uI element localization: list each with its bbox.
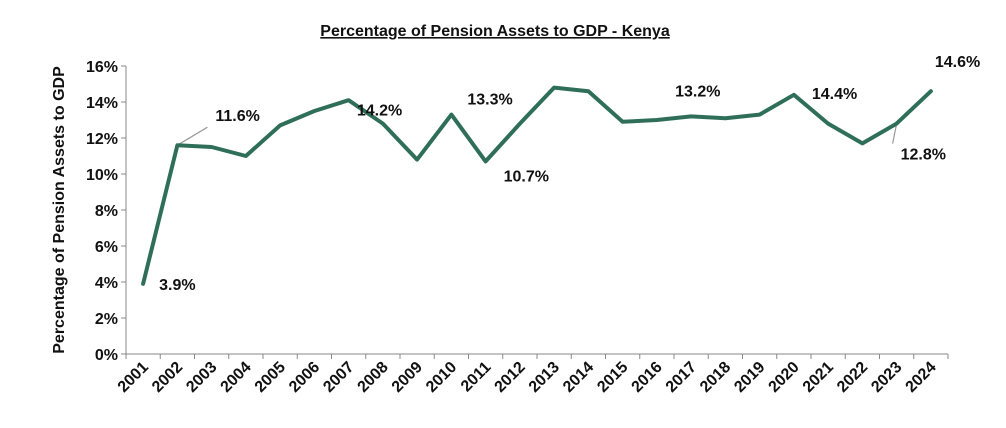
data-label: 10.7% — [504, 168, 549, 185]
x-tick-label: 2017 — [663, 359, 700, 396]
x-tick-label: 2006 — [286, 359, 323, 396]
x-tick-label: 2008 — [355, 359, 392, 396]
x-tick-label: 2013 — [526, 359, 563, 396]
x-tick-label: 2019 — [731, 359, 768, 396]
data-label: 14.2% — [357, 103, 402, 120]
data-label: 11.6% — [215, 108, 259, 125]
x-tick-label: 2003 — [183, 359, 220, 396]
x-tick-label: 2015 — [594, 359, 631, 396]
y-tick-label: 8% — [95, 203, 118, 220]
x-tick-label: 2002 — [149, 359, 186, 396]
x-tick-label: 2016 — [629, 359, 666, 396]
y-tick-label: 14% — [86, 95, 118, 112]
data-label: 3.9% — [159, 277, 195, 294]
data-label-leader — [892, 123, 898, 144]
x-tick-label: 2022 — [834, 359, 871, 396]
y-axis-label: Percentage of Pension Assets to GDP — [51, 66, 68, 354]
x-tick-label: 2018 — [697, 359, 734, 396]
x-tick-label: 2023 — [868, 359, 905, 396]
y-tick-label: 10% — [86, 167, 118, 184]
y-tick-label: 2% — [95, 311, 118, 328]
x-tick-label: 2010 — [423, 359, 460, 396]
x-tick-label: 2007 — [320, 359, 357, 396]
x-tick-label: 2024 — [903, 359, 940, 396]
y-tick-label: 12% — [86, 131, 118, 148]
data-label: 12.8% — [901, 147, 946, 164]
x-tick-label: 2020 — [766, 359, 803, 396]
data-labels: 3.9% 11.6% 14.2% 13.3% 10.7% 13.2% 14.4% 12.8% 1… — [159, 54, 980, 294]
data-label-leader — [177, 126, 208, 146]
x-tick-label: 2012 — [492, 359, 529, 396]
y-tick-label: 16% — [86, 59, 118, 76]
y-tick-label: 0% — [95, 347, 118, 364]
data-label: 14.4% — [812, 86, 857, 103]
y-tick-label: 4% — [95, 275, 118, 292]
x-ticks: 2001200220032004200520062007200820092010… — [115, 354, 949, 396]
x-tick-label: 2001 — [115, 359, 152, 396]
data-label: 14.6% — [935, 54, 980, 71]
y-tick-label: 6% — [95, 239, 118, 256]
series-line — [141, 85, 933, 286]
x-tick-label: 2004 — [218, 359, 255, 396]
x-tick-label: 2005 — [252, 359, 289, 396]
chart-title: Percentage of Pension Assets to GDP - Ke… — [320, 23, 670, 40]
x-tick-label: 2021 — [800, 359, 837, 396]
x-tick-label: 2009 — [389, 359, 426, 396]
x-tick-label: 2011 — [458, 359, 495, 396]
data-label: 13.2% — [675, 83, 720, 100]
leader-lines — [177, 123, 898, 146]
y-ticks: 0% 2% 4% 6% 8% 10% 12% 14% 16% — [86, 59, 126, 364]
data-label: 13.3% — [467, 92, 512, 109]
x-tick-label: 2014 — [560, 359, 597, 396]
